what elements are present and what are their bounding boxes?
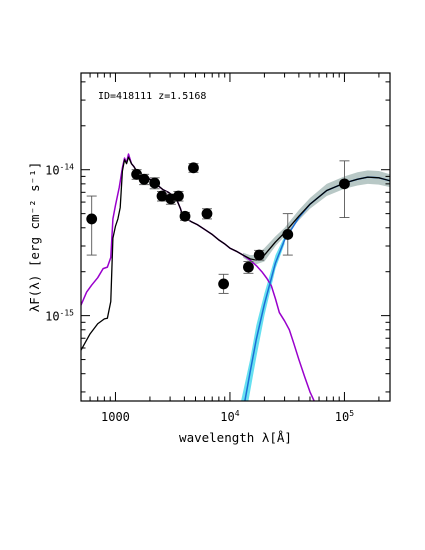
data-point — [188, 162, 199, 174]
data-point — [149, 177, 161, 190]
data-point — [86, 195, 98, 256]
total-band-area — [243, 170, 390, 265]
y-tick-label: 10-15 — [45, 309, 74, 324]
data-point-marker — [339, 178, 350, 190]
data-point-marker — [156, 190, 168, 202]
y-tick-labels: 10-14 10-15 — [45, 163, 74, 324]
data-point-marker — [188, 162, 199, 174]
data-point — [339, 160, 350, 219]
data-point — [253, 249, 265, 261]
data-point-marker — [282, 229, 294, 240]
data-point-marker — [218, 278, 229, 290]
data-point-marker — [138, 173, 150, 185]
x-tick-label: 105 — [335, 409, 354, 424]
data-point-marker — [86, 213, 98, 225]
annotation-label: ID=418111 z=1.5168 — [98, 91, 206, 102]
data-point — [156, 190, 168, 202]
data-point-marker — [173, 190, 184, 202]
x-axis-label: wavelength λ[Å] — [179, 430, 292, 445]
y-tick-label: 10-14 — [45, 163, 74, 178]
plot-frame — [80, 72, 391, 402]
data-point — [138, 173, 150, 186]
data-point — [179, 210, 191, 222]
data-point-marker — [201, 208, 213, 220]
x-tick-label: 104 — [220, 409, 239, 424]
y-axis-label: λF(λ) [erg cm⁻² s⁻¹] — [27, 162, 42, 313]
data-point — [201, 208, 213, 220]
data-point-marker — [149, 177, 161, 189]
data-point — [218, 273, 229, 294]
x-tick-labels: 1000 104 105 — [101, 409, 354, 424]
data-point-marker — [179, 210, 191, 222]
data-point — [173, 190, 184, 202]
plot-area — [81, 153, 390, 401]
data-point-marker — [243, 261, 254, 273]
data-point — [282, 213, 294, 256]
data-point-marker — [253, 249, 265, 261]
x-tick-label: 1000 — [101, 410, 130, 424]
data-point — [243, 261, 254, 274]
photometry-points — [86, 160, 350, 294]
